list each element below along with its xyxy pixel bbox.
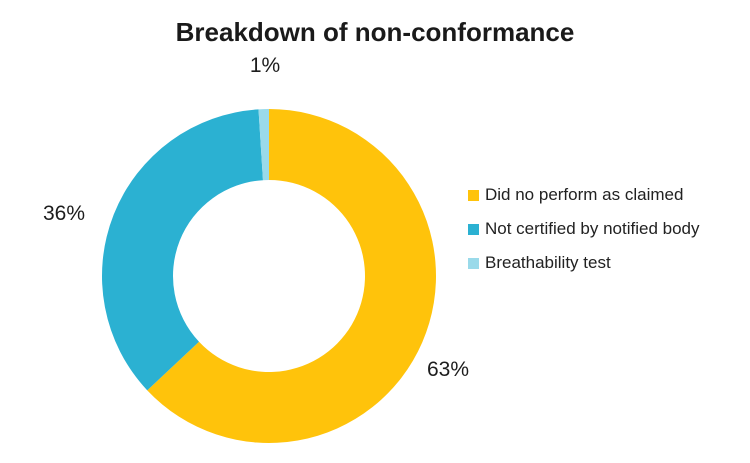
legend-swatch-icon	[468, 257, 479, 269]
pie-slice-0	[147, 109, 436, 444]
pie-slice-1	[101, 109, 263, 391]
data-label-blue-slice: 36%	[42, 202, 86, 225]
data-label-lightblue-slice: 1%	[249, 54, 281, 77]
legend-swatch-icon	[468, 189, 479, 201]
legend-label: Did no perform as claimed	[485, 185, 684, 204]
legend-item: Breathability test	[468, 246, 700, 280]
pie-slice-2	[258, 109, 269, 181]
legend-label: Breathability test	[485, 253, 611, 272]
data-label-yellow-slice: 63%	[426, 358, 470, 381]
legend: Did no perform as claimed Not certified …	[468, 178, 700, 280]
legend-item: Not certified by notified body	[468, 212, 700, 246]
chart-title: Breakdown of non-conformance	[175, 17, 575, 47]
donut-chart	[101, 109, 436, 444]
legend-item: Did no perform as claimed	[468, 178, 700, 212]
legend-swatch-icon	[468, 223, 479, 235]
legend-label: Not certified by notified body	[485, 219, 700, 238]
